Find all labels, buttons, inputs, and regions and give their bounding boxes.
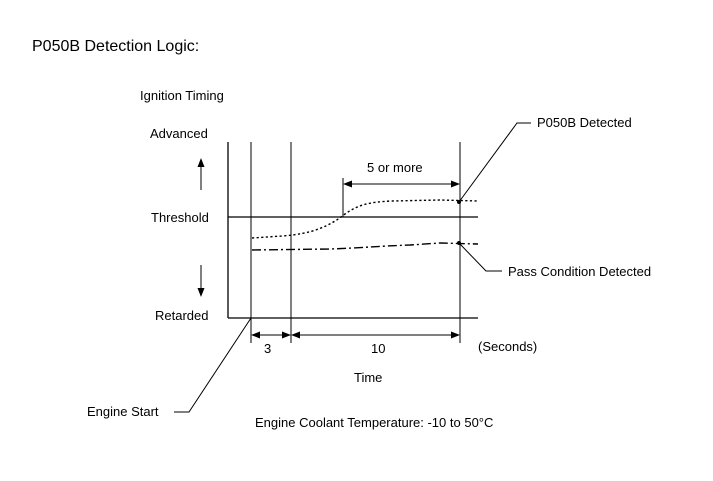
threshold-label: Threshold bbox=[151, 210, 209, 225]
pass-leader-line bbox=[458, 242, 502, 272]
interval-arrow-10 bbox=[291, 331, 460, 339]
down-arrow-icon bbox=[197, 265, 205, 297]
interval-label-10: 10 bbox=[371, 341, 385, 356]
retarded-label: Retarded bbox=[155, 308, 208, 323]
pass-timing-curve bbox=[251, 242, 479, 251]
seconds-unit-label: (Seconds) bbox=[478, 339, 537, 354]
engine-start-leader-line bbox=[174, 317, 252, 413]
diagram-title: P050B Detection Logic: bbox=[32, 38, 199, 55]
coolant-temperature-condition: Engine Coolant Temperature: -10 to 50°C bbox=[255, 415, 493, 430]
y-axis-label: Ignition Timing bbox=[140, 88, 224, 103]
engine-start-label: Engine Start bbox=[87, 404, 159, 419]
time-label: Time bbox=[354, 370, 382, 385]
interval-label-3: 3 bbox=[264, 341, 271, 356]
duration-label: 5 or more bbox=[367, 160, 423, 175]
pass-label: Pass Condition Detected bbox=[508, 264, 651, 279]
advanced-label: Advanced bbox=[150, 126, 208, 141]
detected-leader-line bbox=[458, 122, 531, 203]
detected-timing-curve bbox=[251, 199, 479, 239]
duration-arrow bbox=[343, 180, 460, 188]
interval-arrow-3 bbox=[251, 331, 291, 339]
detected-label: P050B Detected bbox=[537, 115, 632, 130]
up-arrow-icon bbox=[197, 158, 205, 190]
